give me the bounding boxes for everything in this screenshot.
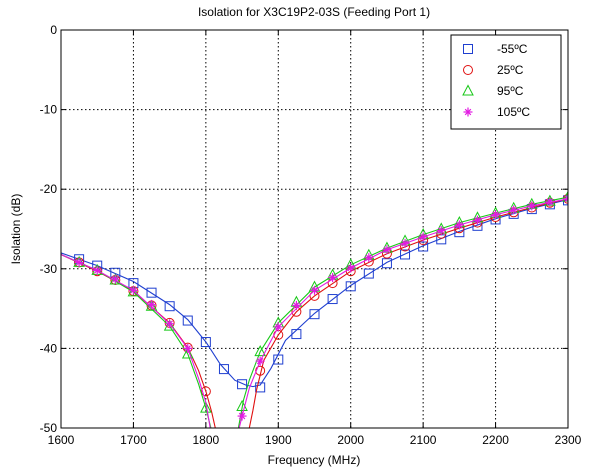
data-point [237, 379, 248, 390]
data-point [382, 245, 392, 255]
data-point [363, 268, 374, 279]
y-tick-label: -50 [40, 421, 58, 435]
data-point [400, 249, 411, 260]
legend-label: 25ºC [497, 63, 524, 77]
data-point [328, 273, 338, 283]
data-point [110, 274, 120, 284]
data-point [273, 322, 283, 332]
data-point [418, 232, 428, 242]
series-3 [61, 194, 568, 428]
x-axis-label: Frequency (MHz) [268, 453, 361, 467]
data-point [309, 309, 320, 320]
data-point [182, 315, 193, 326]
x-tick-label: 2000 [337, 433, 364, 447]
y-axis-label: Isolation (dB) [9, 194, 23, 265]
y-tick-label: 0 [50, 23, 57, 37]
data-point [254, 345, 267, 357]
data-point [165, 319, 175, 329]
x-tick-label: 1800 [193, 433, 220, 447]
data-point [527, 201, 537, 211]
data-point [200, 401, 212, 413]
data-point [364, 253, 374, 263]
x-tick-label: 2100 [410, 433, 437, 447]
data-point [291, 329, 302, 340]
grid [61, 30, 568, 428]
data-point [291, 300, 301, 310]
data-point [345, 281, 356, 292]
data-point [146, 287, 157, 298]
series-line [61, 196, 568, 428]
chart-title: Isolation for X3C19P2-03S (Feeding Port … [198, 5, 430, 19]
x-tick-label: 2200 [482, 433, 509, 447]
series-line [61, 198, 568, 388]
data-point [181, 347, 194, 359]
data-point [128, 285, 138, 295]
data-point [127, 285, 140, 297]
y-tick-label: -30 [40, 262, 58, 276]
series-line [61, 198, 568, 428]
data-point [147, 300, 157, 310]
data-point [418, 241, 429, 252]
data-point [381, 258, 392, 269]
data-point [237, 411, 247, 421]
data-point [92, 265, 102, 275]
data-point [74, 257, 84, 267]
legend-marker [462, 84, 474, 96]
data-point [327, 294, 338, 305]
legend-marker [463, 65, 473, 75]
data-point [255, 382, 266, 393]
data-point [200, 337, 211, 348]
data-point [454, 220, 464, 230]
data-point [509, 205, 519, 215]
y-tick-label: -10 [40, 103, 58, 117]
data-point [545, 197, 555, 207]
x-tick-label: 1600 [48, 433, 75, 447]
legend-label: 95ºC [497, 84, 524, 98]
data-point [218, 364, 229, 375]
x-tick-label: 2300 [555, 433, 582, 447]
data-point [491, 210, 501, 220]
data-point [563, 194, 568, 204]
data-point [400, 238, 410, 248]
x-tick-label: 1900 [265, 433, 292, 447]
series-0 [61, 195, 568, 393]
legend-marker [463, 44, 473, 54]
data-point [255, 356, 265, 366]
data-point [255, 365, 266, 376]
data-point [346, 263, 356, 273]
data-point [273, 354, 284, 365]
data-point [163, 319, 176, 331]
legend-label: 105ºC [497, 105, 530, 119]
series-layer [61, 190, 568, 428]
ticks: 1600 1700 1800 1900 2000 2100 2200 2300 -50 -40 -3… [40, 23, 582, 447]
data-point [472, 215, 482, 225]
data-point [164, 301, 175, 312]
data-point [436, 226, 446, 236]
legend: -55ºC 25ºC 95ºC 105ºC [450, 34, 562, 130]
legend-marker [463, 107, 473, 117]
y-tick-label: -20 [40, 182, 58, 196]
plot-frame [60, 29, 569, 429]
legend-label: -55ºC [497, 42, 528, 56]
data-point [183, 343, 193, 353]
data-point [310, 285, 319, 295]
y-tick-label: -40 [40, 341, 58, 355]
x-tick-label: 1700 [120, 433, 147, 447]
